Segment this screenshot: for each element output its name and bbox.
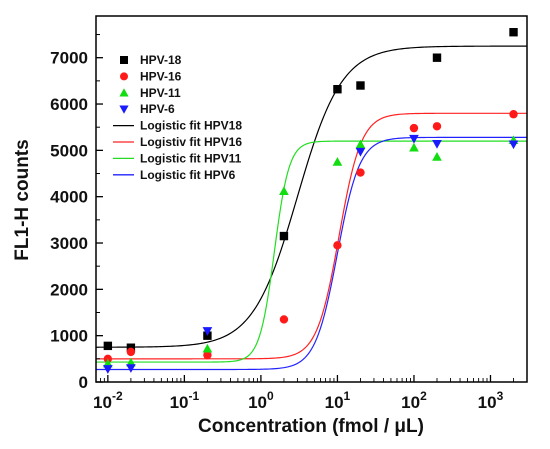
y-tick-label: 0	[79, 373, 88, 392]
data-markers	[103, 28, 519, 374]
fit-curves	[96, 45, 527, 371]
data-point-hpv-6	[508, 140, 519, 150]
data-point-hpv-6	[432, 140, 442, 149]
y-tick-label: 7000	[50, 49, 88, 68]
data-point-hpv-16	[356, 168, 365, 177]
x-tick-label: 10-1	[170, 389, 200, 412]
data-point-hpv-11	[409, 142, 419, 152]
y-tick-label: 1000	[50, 327, 88, 346]
fit-curve-2	[96, 140, 527, 363]
data-point-hpv-16	[203, 350, 212, 360]
legend-label: Logistic fit HPV6	[140, 168, 236, 182]
fit-curve-0	[96, 45, 527, 348]
data-point-hpv-6	[409, 134, 419, 144]
data-point-hpv-16	[409, 123, 419, 133]
x-tick-label: 10-2	[93, 389, 123, 412]
data-point-hpv-11	[126, 357, 136, 367]
data-point-hpv-18	[432, 53, 442, 62]
data-point-hpv-11	[103, 358, 113, 368]
data-point-hpv-18	[279, 231, 289, 241]
legend-marker-hpv-6	[119, 105, 129, 114]
legend-label: HPV-18	[140, 53, 182, 67]
data-point-hpv-11	[202, 343, 213, 353]
data-point-hpv-18	[333, 85, 342, 94]
x-tick-label: 102	[401, 389, 427, 412]
y-tick-label: 3000	[50, 234, 88, 253]
fit-curve-3	[96, 136, 527, 371]
fit-curve-1	[96, 112, 527, 360]
legend-label: Logistiv fit HPV16	[140, 135, 242, 149]
data-point-hpv-6	[126, 364, 136, 373]
x-tick-label: 103	[478, 389, 504, 412]
legend-label: Logistic fit HPV11	[140, 151, 242, 165]
data-point-hpv-6	[202, 327, 213, 336]
data-point-hpv-16	[279, 315, 289, 324]
data-point-hpv-11	[279, 186, 289, 195]
data-point-hpv-11	[432, 152, 442, 161]
legend-label: Logistic fit HPV18	[140, 119, 242, 133]
legend-marker-hpv-18	[120, 56, 128, 64]
x-axis-label: Concentration (fmol / μL)	[198, 416, 424, 437]
data-point-hpv-6	[103, 365, 113, 374]
data-point-hpv-16	[333, 241, 342, 250]
data-point-hpv-16	[126, 347, 136, 357]
data-point-hpv-18	[103, 341, 113, 351]
legend-label: HPV-16	[140, 69, 182, 83]
data-point-hpv-18	[356, 81, 365, 90]
data-point-hpv-16	[432, 122, 442, 131]
y-tick-label: 2000	[50, 280, 88, 299]
data-point-hpv-11	[355, 139, 366, 149]
legend-marker-hpv-11	[119, 88, 129, 97]
legend-label: HPV-11	[140, 86, 181, 100]
legend: HPV-18 HPV-16 HPV-11 HPV-6 Logistic fit HPV1…	[113, 53, 242, 182]
data-point-hpv-11	[332, 157, 343, 166]
y-tick-label: 6000	[50, 95, 88, 114]
data-point-hpv-6	[355, 147, 366, 157]
y-tick-label: 4000	[50, 188, 88, 207]
plot-frame	[95, 15, 528, 383]
x-tick-label: 101	[325, 389, 351, 412]
legend-marker-hpv-16	[120, 72, 128, 81]
data-point-hpv-16	[509, 110, 518, 119]
x-tick-label: 100	[248, 389, 274, 412]
data-point-hpv-18	[509, 28, 518, 37]
legend-label: HPV-6	[140, 102, 175, 116]
y-axis-label: FL1-H counts	[12, 139, 33, 260]
axes: 0 1000 2000 3000 4000 5000 6000 7000 10-2 10-1 100…	[50, 34, 514, 412]
y-tick-label: 5000	[50, 141, 88, 160]
